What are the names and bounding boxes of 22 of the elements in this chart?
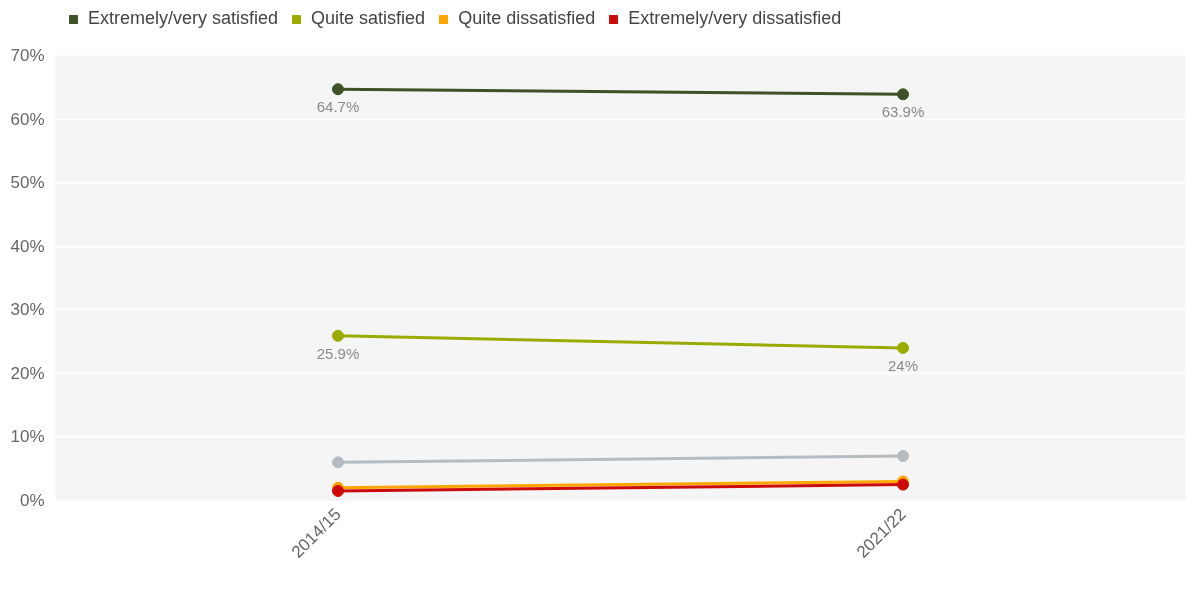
point	[332, 329, 344, 342]
legend-label: Quite dissatisfied	[458, 8, 596, 29]
data-label: 25.9%	[316, 344, 360, 362]
y-tick-label: 50%	[10, 173, 45, 193]
data-label: 63.9%	[881, 103, 925, 121]
y-tick-label: 20%	[10, 363, 45, 383]
legend-label: Extremely/very dissatisfied	[628, 8, 842, 29]
y-tick-label: 40%	[10, 236, 45, 256]
legend-label: Extremely/very satisfied	[88, 8, 279, 29]
y-tick-label: 60%	[10, 109, 45, 129]
y-tick-label: 70%	[10, 46, 45, 65]
point	[897, 88, 909, 101]
data-label: 24%	[887, 356, 919, 374]
legend-label: Quite satisfied	[311, 8, 426, 29]
point	[332, 456, 344, 469]
y-tick-label: 30%	[10, 300, 45, 320]
y-tick-label: 10%	[10, 427, 45, 447]
point	[897, 341, 909, 354]
point	[897, 450, 909, 462]
y-tick-label: 0%	[19, 491, 45, 510]
point	[332, 83, 344, 96]
data-label: 64.7%	[316, 98, 360, 116]
